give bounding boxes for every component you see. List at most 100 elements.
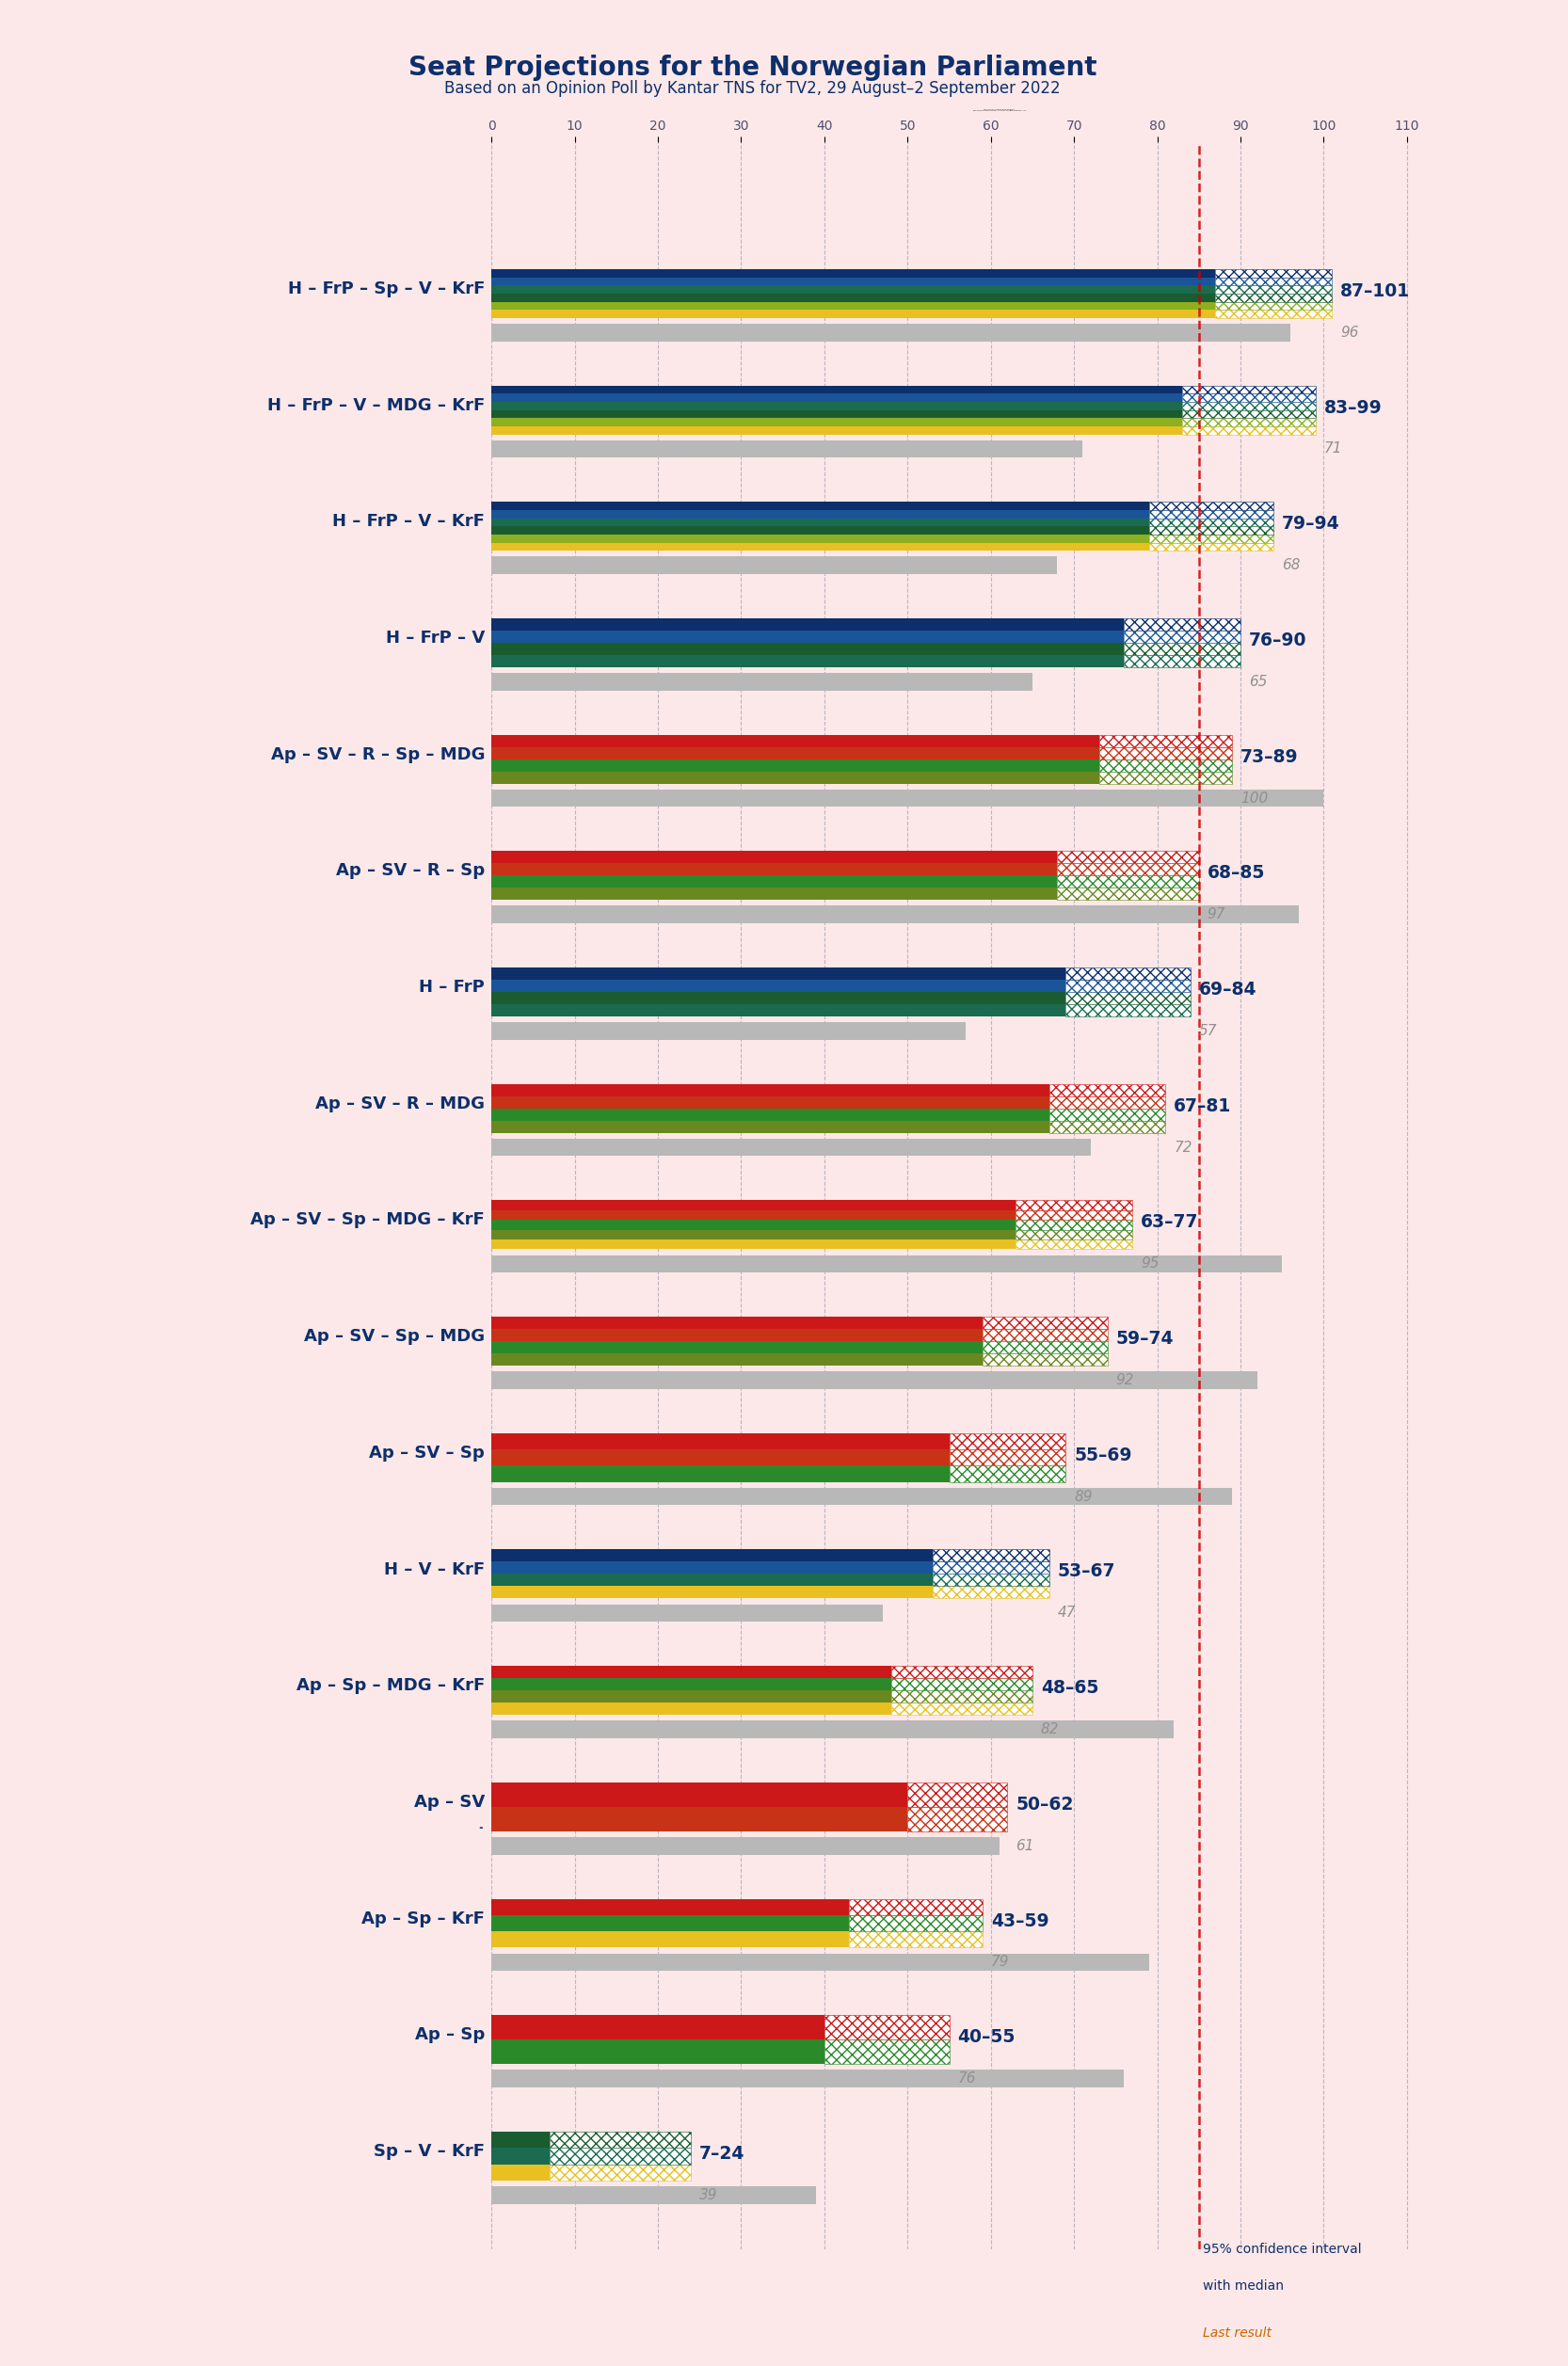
FancyBboxPatch shape bbox=[1215, 277, 1333, 286]
FancyBboxPatch shape bbox=[491, 1604, 883, 1621]
FancyBboxPatch shape bbox=[1057, 852, 1200, 864]
FancyBboxPatch shape bbox=[491, 525, 1149, 535]
FancyBboxPatch shape bbox=[1149, 542, 1273, 551]
Text: 76–90: 76–90 bbox=[1248, 632, 1306, 648]
FancyBboxPatch shape bbox=[491, 1095, 1049, 1107]
FancyBboxPatch shape bbox=[908, 1808, 1008, 1831]
FancyBboxPatch shape bbox=[491, 2148, 550, 2165]
FancyBboxPatch shape bbox=[1215, 286, 1333, 293]
Text: 50–62: 50–62 bbox=[1016, 1796, 1074, 1812]
FancyBboxPatch shape bbox=[1124, 655, 1240, 667]
FancyBboxPatch shape bbox=[491, 644, 1124, 655]
Text: 82: 82 bbox=[1041, 1722, 1058, 1737]
FancyBboxPatch shape bbox=[491, 1200, 1016, 1209]
Text: H – V – KrF: H – V – KrF bbox=[384, 1562, 485, 1578]
FancyBboxPatch shape bbox=[491, 1782, 908, 1808]
FancyBboxPatch shape bbox=[491, 875, 1057, 887]
FancyBboxPatch shape bbox=[491, 1221, 1016, 1230]
FancyBboxPatch shape bbox=[491, 1372, 1258, 1389]
FancyBboxPatch shape bbox=[1215, 300, 1333, 310]
FancyBboxPatch shape bbox=[491, 1573, 933, 1585]
Text: 71: 71 bbox=[1323, 442, 1342, 457]
FancyBboxPatch shape bbox=[491, 887, 1057, 899]
Text: 65: 65 bbox=[1248, 674, 1267, 689]
Text: 73–89: 73–89 bbox=[1240, 748, 1298, 767]
FancyBboxPatch shape bbox=[491, 2070, 1124, 2087]
Text: 97: 97 bbox=[1207, 909, 1226, 923]
Text: Based on an Opinion Poll by Kantar TNS for TV2, 29 August–2 September 2022: Based on an Opinion Poll by Kantar TNS f… bbox=[445, 80, 1060, 97]
FancyBboxPatch shape bbox=[550, 2165, 691, 2181]
Text: 95% confidence interval: 95% confidence interval bbox=[1203, 2243, 1361, 2255]
FancyBboxPatch shape bbox=[983, 1353, 1107, 1365]
FancyBboxPatch shape bbox=[491, 1704, 891, 1715]
FancyBboxPatch shape bbox=[1149, 535, 1273, 542]
FancyBboxPatch shape bbox=[850, 1931, 983, 1947]
Text: 68–85: 68–85 bbox=[1207, 864, 1265, 883]
FancyBboxPatch shape bbox=[491, 980, 1066, 991]
FancyBboxPatch shape bbox=[491, 440, 1082, 457]
FancyBboxPatch shape bbox=[491, 1138, 1091, 1157]
FancyBboxPatch shape bbox=[1149, 502, 1273, 511]
Text: 95: 95 bbox=[1140, 1256, 1159, 1271]
Text: 59–74: 59–74 bbox=[1116, 1330, 1173, 1349]
Text: 100: 100 bbox=[1240, 790, 1269, 804]
FancyBboxPatch shape bbox=[491, 1550, 933, 1562]
FancyBboxPatch shape bbox=[1116, 2250, 1200, 2302]
FancyBboxPatch shape bbox=[491, 2016, 825, 2039]
FancyBboxPatch shape bbox=[1149, 525, 1273, 535]
FancyBboxPatch shape bbox=[491, 1465, 949, 1481]
Text: 47: 47 bbox=[1057, 1607, 1076, 1621]
FancyBboxPatch shape bbox=[491, 310, 1215, 317]
FancyBboxPatch shape bbox=[1057, 875, 1200, 887]
FancyBboxPatch shape bbox=[491, 629, 1124, 644]
FancyBboxPatch shape bbox=[1049, 1121, 1165, 1133]
FancyBboxPatch shape bbox=[1215, 310, 1333, 317]
Text: Ap – SV – R – Sp: Ap – SV – R – Sp bbox=[336, 864, 485, 880]
FancyBboxPatch shape bbox=[1182, 419, 1316, 426]
FancyBboxPatch shape bbox=[491, 286, 1215, 293]
FancyBboxPatch shape bbox=[491, 1666, 891, 1677]
Text: 92: 92 bbox=[1116, 1372, 1134, 1386]
Text: 72: 72 bbox=[1174, 1140, 1192, 1155]
FancyBboxPatch shape bbox=[491, 293, 1215, 300]
Text: 76: 76 bbox=[958, 2073, 975, 2087]
Text: 67–81: 67–81 bbox=[1174, 1098, 1231, 1114]
FancyBboxPatch shape bbox=[491, 1808, 908, 1831]
Text: Ap – Sp: Ap – Sp bbox=[416, 2028, 485, 2044]
FancyBboxPatch shape bbox=[491, 1254, 1283, 1273]
FancyBboxPatch shape bbox=[1057, 864, 1200, 875]
Text: H – FrP – Sp – V – KrF: H – FrP – Sp – V – KrF bbox=[287, 282, 485, 298]
FancyBboxPatch shape bbox=[491, 736, 1099, 748]
FancyBboxPatch shape bbox=[550, 2132, 691, 2148]
Text: 40–55: 40–55 bbox=[958, 2028, 1014, 2047]
Text: 39: 39 bbox=[699, 2189, 718, 2203]
FancyBboxPatch shape bbox=[491, 270, 1215, 277]
Text: 63–77: 63–77 bbox=[1140, 1214, 1198, 1230]
FancyBboxPatch shape bbox=[491, 1931, 850, 1947]
FancyBboxPatch shape bbox=[1049, 1107, 1165, 1121]
Text: H – FrP – V: H – FrP – V bbox=[386, 629, 485, 646]
FancyBboxPatch shape bbox=[491, 535, 1149, 542]
FancyBboxPatch shape bbox=[1124, 629, 1240, 644]
Text: Ap – Sp – KrF: Ap – Sp – KrF bbox=[362, 1909, 485, 1926]
FancyBboxPatch shape bbox=[491, 1342, 983, 1353]
Text: Ap – SV: Ap – SV bbox=[414, 1793, 485, 1810]
Text: 55–69: 55–69 bbox=[1074, 1446, 1132, 1465]
FancyBboxPatch shape bbox=[491, 1562, 933, 1573]
Text: 53–67: 53–67 bbox=[1057, 1562, 1115, 1580]
FancyBboxPatch shape bbox=[1066, 991, 1190, 1003]
FancyBboxPatch shape bbox=[850, 1914, 983, 1931]
FancyBboxPatch shape bbox=[1016, 1230, 1132, 1240]
FancyBboxPatch shape bbox=[491, 324, 1290, 341]
FancyBboxPatch shape bbox=[491, 1450, 949, 1465]
Text: Ap – SV – Sp – MDG – KrF: Ap – SV – Sp – MDG – KrF bbox=[251, 1211, 485, 1228]
FancyBboxPatch shape bbox=[1099, 736, 1232, 748]
FancyBboxPatch shape bbox=[491, 618, 1124, 629]
Text: 79: 79 bbox=[991, 1954, 1010, 1969]
FancyBboxPatch shape bbox=[491, 2165, 550, 2181]
FancyBboxPatch shape bbox=[983, 1318, 1107, 1330]
FancyBboxPatch shape bbox=[1182, 386, 1316, 393]
FancyBboxPatch shape bbox=[491, 2186, 815, 2203]
FancyBboxPatch shape bbox=[908, 1782, 1008, 1808]
FancyBboxPatch shape bbox=[1066, 968, 1190, 980]
